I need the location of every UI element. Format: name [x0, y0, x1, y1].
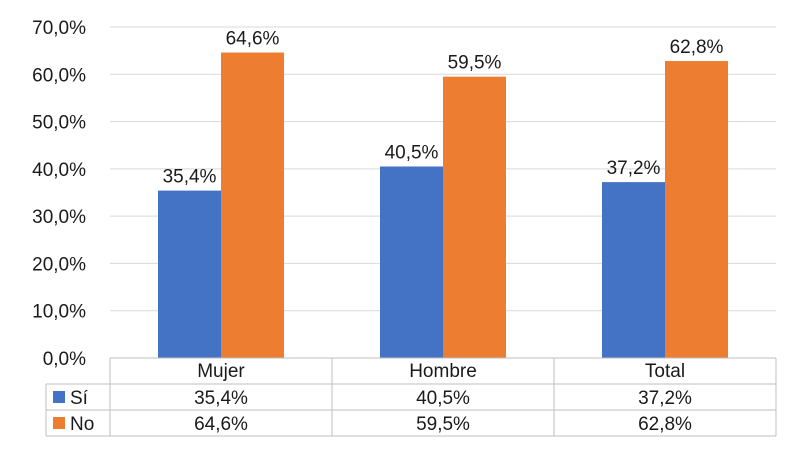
table-cell: 40,5% [416, 388, 470, 409]
y-tick-label: 10,0% [32, 302, 86, 323]
category-label: Hombre [409, 361, 477, 382]
bar-si [602, 182, 665, 358]
data-label: 64,6% [226, 29, 280, 50]
y-tick-label: 70,0% [32, 18, 86, 39]
y-tick-label: 0,0% [43, 349, 86, 370]
data-label: 62,8% [670, 37, 724, 58]
table-cell: 59,5% [416, 414, 470, 435]
y-tick-label: 40,0% [32, 160, 86, 181]
bar-si [380, 166, 443, 358]
data-label: 35,4% [163, 167, 217, 188]
bar-no [443, 76, 506, 359]
table-cell: 37,2% [638, 388, 692, 409]
table-cell: 64,6% [194, 414, 248, 435]
category-label: Total [645, 361, 685, 382]
table-cell: 62,8% [638, 414, 692, 435]
legend-label: No [70, 414, 94, 435]
data-label: 40,5% [385, 142, 439, 163]
y-tick-label: 60,0% [32, 65, 86, 86]
table-cell: 35,4% [194, 388, 248, 409]
y-tick-label: 50,0% [32, 113, 86, 134]
y-tick-label: 30,0% [32, 207, 86, 228]
bar-si [158, 190, 221, 358]
legend-swatch [53, 391, 65, 403]
legend-label: Sí [70, 388, 89, 409]
y-tick-label: 20,0% [32, 254, 86, 275]
bar-no [665, 61, 728, 358]
bar-no [221, 52, 284, 358]
data-label: 59,5% [448, 53, 502, 74]
data-label: 37,2% [607, 158, 661, 179]
legend-swatch [53, 417, 65, 429]
category-label: Mujer [197, 361, 245, 382]
